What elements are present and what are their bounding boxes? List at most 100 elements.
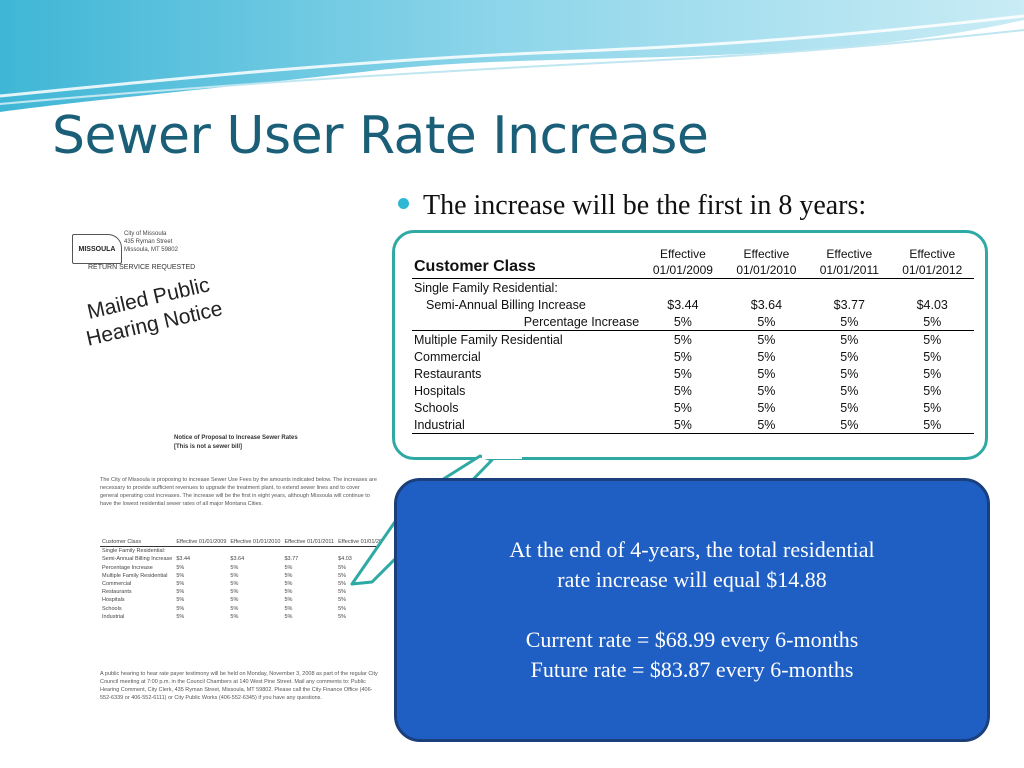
cell: 5%	[808, 416, 891, 434]
notice-cell: 5%	[284, 589, 293, 596]
row-label: Percentage Increase	[412, 313, 642, 331]
notice-cell: 5%	[176, 589, 185, 596]
table-row: Commercial 5% 5% 5% 5%	[412, 348, 974, 365]
notice-header-cell: Effective 01/01/2009	[174, 538, 229, 548]
cell: 5%	[840, 366, 859, 381]
notice-paragraph-2: A public hearing to hear rate payer test…	[100, 671, 378, 701]
notice-cell: 5%	[284, 597, 293, 604]
mailed-notice-image: MISSOULA City of Missoula 435 Ryman Stre…	[66, 226, 391, 726]
notice-cell: 5%	[338, 605, 347, 612]
header-col-2011: Effective 01/01/2011	[808, 246, 891, 279]
notice-cell	[336, 547, 390, 556]
notice-cell: Commercial	[102, 581, 132, 588]
cell: 5%	[673, 383, 692, 398]
notice-cell: Multiple Family Residential	[102, 572, 168, 579]
header-wave-decoration	[0, 0, 1024, 112]
cell: 5%	[840, 400, 859, 415]
cell: $3.64	[750, 297, 783, 312]
cell: 5%	[890, 416, 974, 434]
cell: 5%	[673, 332, 692, 347]
table-row: Industrial 5% 5% 5% 5%	[412, 416, 974, 434]
notice-header-cell: Effective 01/01/2011	[282, 538, 337, 548]
summary-box: At the end of 4-years, the total residen…	[394, 478, 990, 742]
notice-cell: 5%	[176, 572, 185, 579]
notice-cell	[174, 547, 228, 556]
cell: 5%	[923, 332, 942, 347]
notice-cell: 5%	[176, 564, 185, 571]
notice-cell: Semi-Annual Billing Increase	[102, 556, 173, 563]
cell: 5%	[840, 349, 859, 364]
cell: 5%	[673, 349, 692, 364]
cell: 5%	[641, 313, 725, 331]
notice-cell: $3.64	[230, 556, 245, 563]
notice-header-cell: Effective 01/01/2012	[336, 538, 391, 548]
notice-cell: 5%	[176, 613, 185, 620]
notice-cell	[228, 547, 282, 556]
cell: 5%	[757, 332, 776, 347]
notice-cell: Restaurants	[102, 589, 132, 596]
table-row: Semi-Annual Billing Increase $3.44 $3.64…	[412, 296, 974, 313]
header-col-2009: Effective 01/01/2009	[641, 246, 725, 279]
notice-rate-table: Customer Class Effective 01/01/2009 Effect…	[100, 538, 391, 621]
summary-line-2: rate increase will equal $14.88	[557, 567, 827, 592]
notice-cell: 5%	[230, 597, 239, 604]
notice-cell: 5%	[176, 581, 185, 588]
notice-table-row: Commercial 5% 5% 5% 5%	[100, 580, 390, 588]
table-row: Multiple Family Residential 5% 5% 5% 5%	[412, 331, 974, 349]
table-row: Single Family Residential:	[412, 279, 974, 297]
row-label: Schools	[414, 400, 459, 415]
notice-cell: $4.03	[338, 556, 352, 563]
notice-cell: 5%	[338, 597, 347, 604]
notice-cell: Single Family Residential:	[102, 548, 166, 555]
cell: 5%	[757, 349, 776, 364]
notice-cell: 5%	[338, 572, 347, 579]
cell: 5%	[724, 313, 809, 331]
cell	[808, 279, 890, 297]
cell: 5%	[673, 400, 692, 415]
row-label: Multiple Family Residential	[414, 332, 563, 347]
cell: 5%	[840, 383, 859, 398]
cell	[725, 279, 809, 297]
table-row: Schools 5% 5% 5% 5%	[412, 399, 974, 416]
bullet-dot-icon	[398, 198, 409, 209]
cell: 5%	[757, 383, 776, 398]
cell: 5%	[923, 383, 942, 398]
summary-line-1: At the end of 4-years, the total residen…	[509, 537, 875, 562]
cell: 5%	[757, 366, 776, 381]
city-logo: MISSOULA	[72, 234, 122, 264]
row-label: Commercial	[414, 349, 481, 364]
bullet-text: The increase will be the first in 8 year…	[423, 190, 867, 221]
cell: 5%	[724, 416, 809, 434]
notice-cell: Hospitals	[102, 597, 125, 604]
notice-table-row: Single Family Residential:	[100, 547, 390, 556]
notice-cell: Schools	[102, 605, 122, 612]
cell: 5%	[890, 313, 974, 331]
table-row: Percentage Increase 5% 5% 5% 5%	[412, 313, 974, 331]
table-row: Hospitals 5% 5% 5% 5%	[412, 382, 974, 399]
return-service-text: RETURN SERVICE REQUESTED	[88, 264, 196, 271]
notice-table-header: Customer Class Effective 01/01/2009 Effect…	[100, 538, 391, 548]
notice-cell: 5%	[176, 605, 185, 612]
cell: 5%	[641, 416, 725, 434]
notice-table-row: Industrial 5% 5% 5% 5%	[100, 613, 390, 621]
slide-title: Sewer User Rate Increase	[52, 106, 709, 166]
bullet-point: The increase will be the first in 8 year…	[398, 190, 866, 222]
row-label: Single Family Residential:	[414, 280, 558, 295]
notice-cell: 5%	[230, 589, 239, 596]
cell: $3.44	[667, 297, 699, 312]
rate-table: Customer Class Effective 01/01/2009 Effec…	[412, 246, 974, 434]
notice-cell: 5%	[284, 572, 293, 579]
notice-table-row: Schools 5% 5% 5% 5%	[100, 605, 390, 613]
summary-current-rate: Current rate = $68.99 every 6-months	[525, 627, 859, 652]
cell: $3.77	[833, 297, 865, 312]
notice-cell: 5%	[284, 581, 293, 588]
row-label: Hospitals	[414, 383, 466, 398]
notice-cell: 5%	[284, 605, 293, 612]
notice-cell: 5%	[338, 564, 347, 571]
notice-cell: 5%	[230, 564, 239, 571]
notice-cell: 5%	[230, 581, 239, 588]
cell	[641, 279, 725, 297]
notice-cell: 5%	[230, 613, 239, 620]
notice-cell	[282, 547, 336, 556]
notice-cell: $3.44	[176, 556, 191, 563]
